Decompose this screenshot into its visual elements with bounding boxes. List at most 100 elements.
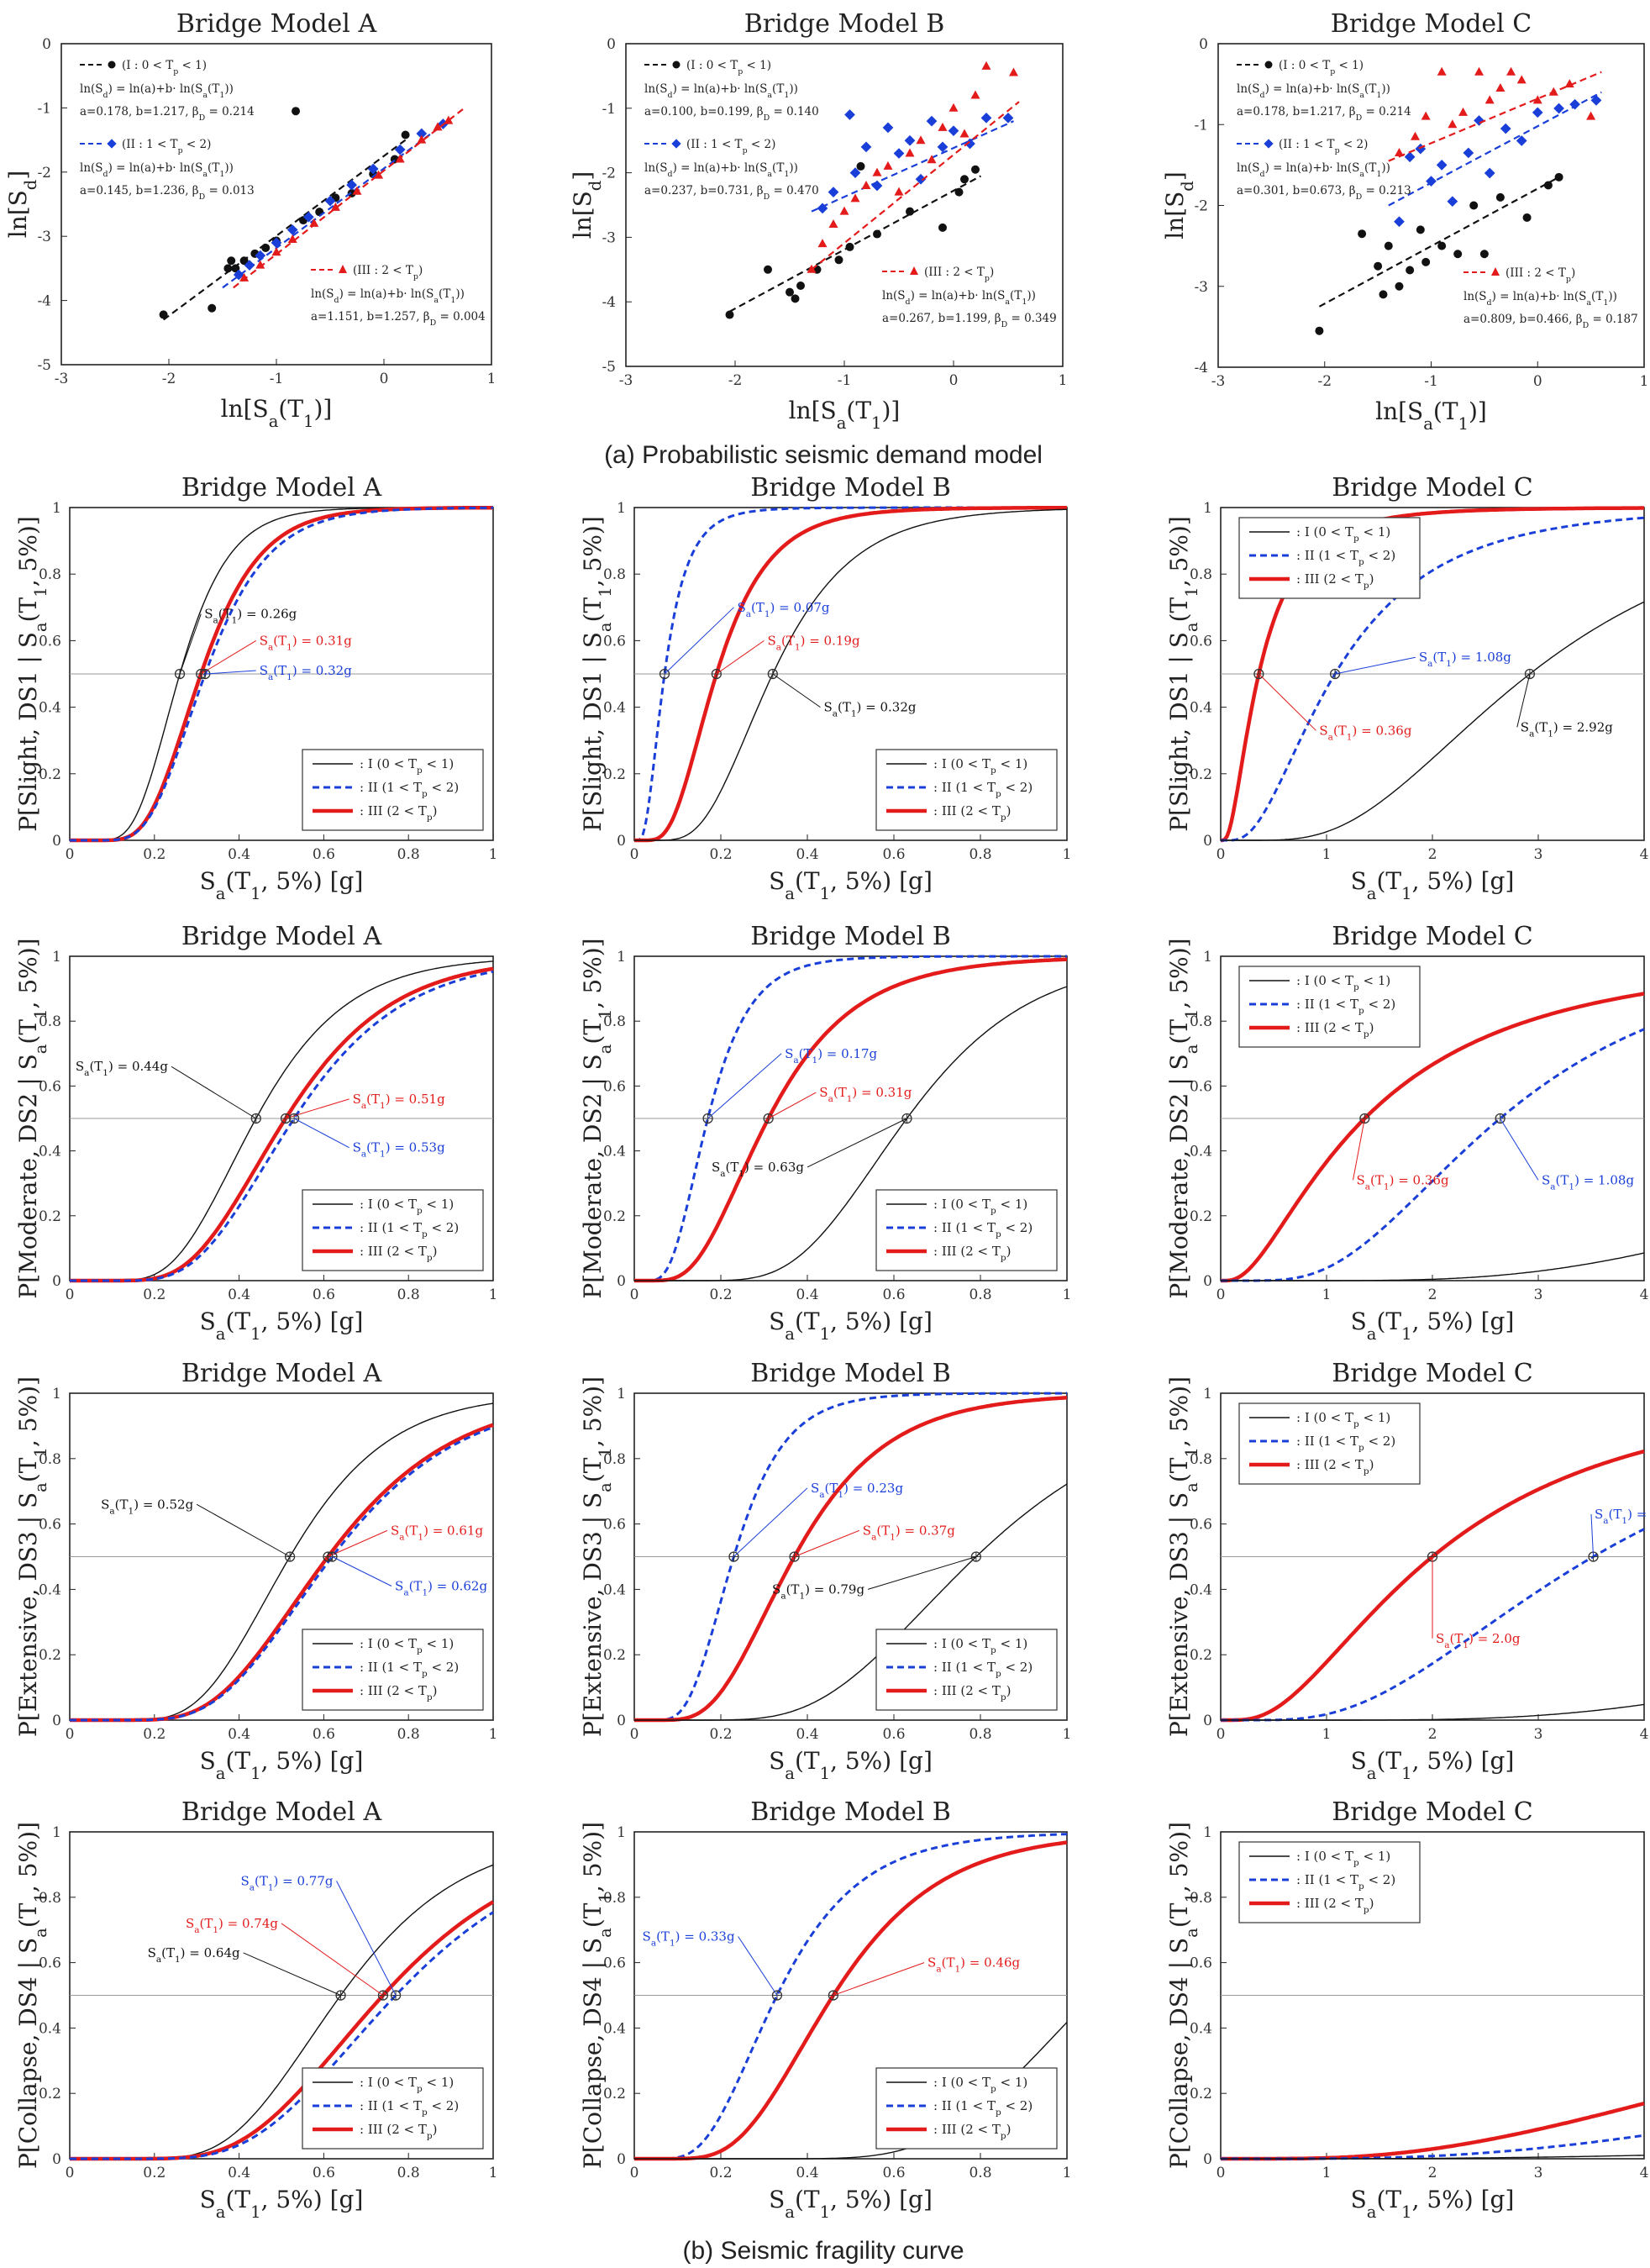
median-annotation-III: Sa(T1) = 0.31g <box>819 1085 912 1104</box>
data-point-III <box>839 206 849 215</box>
y-tick-label: -5 <box>37 357 51 374</box>
legend-params-II: a=0.145, b=1.236, βD = 0.013 <box>80 184 255 202</box>
data-point-II <box>324 195 336 207</box>
legend-marker-I <box>108 61 116 69</box>
annotation-leader-II <box>1334 656 1416 675</box>
data-point-III <box>395 154 405 163</box>
data-point-I <box>1421 257 1431 266</box>
x-tick-label: -1 <box>270 371 284 387</box>
data-point-III <box>255 260 265 269</box>
legend-label-I: : I (0 < Tp < 1) <box>1296 973 1390 992</box>
median-marker-I <box>284 1551 296 1562</box>
fragility-plot-8: Bridge Model B 0 0.2 0.4 0.6 0.8 1 0 0.2 0.4 0.6 0.… <box>579 1359 1071 1783</box>
legend-label-I: : I (0 < Tp < 1) <box>1296 1849 1390 1868</box>
x-tick-label: 1 <box>1322 2165 1332 2181</box>
x-tick-label: 4 <box>1640 1287 1649 1303</box>
y-tick-label: 0 <box>42 36 51 53</box>
x-tick-label: 0 <box>66 1287 75 1303</box>
y-tick-label: 0.2 <box>1190 1208 1212 1225</box>
plot-title: Bridge Model A <box>176 9 377 39</box>
y-tick-label: 0.8 <box>603 1890 626 1907</box>
x-tick-label: 0 <box>630 1287 639 1303</box>
y-axis-label: P[Collapse, DS4 | Sa(T1, 5%)] <box>14 1822 50 2169</box>
legend-marker-III <box>1491 267 1500 276</box>
legend-label-I: : I (0 < Tp < 1) <box>360 2075 454 2094</box>
y-tick-label: 0 <box>52 2151 61 2168</box>
y-tick-label: -3 <box>1194 279 1208 296</box>
x-tick-label: -2 <box>728 372 743 389</box>
data-point-II <box>244 260 255 271</box>
fit-line-III <box>233 107 465 289</box>
legend-label-I: : I (0 < Tp < 1) <box>360 1197 454 1216</box>
annotation-leader-III <box>794 1529 859 1557</box>
x-tick-label: 0.2 <box>143 2165 166 2181</box>
y-axis-label: P[Moderate, DS2 | Sa(T1, 5%)] <box>579 938 615 1298</box>
legend-label-I: : I (0 < Tp < 1) <box>1296 1410 1390 1429</box>
annotation-leader-II <box>293 1118 349 1149</box>
legend-label-II: (II : 1 < Tp < 2) <box>686 138 775 155</box>
x-tick-label: 0.8 <box>969 1287 991 1303</box>
x-tick-label: 0 <box>1216 1287 1226 1303</box>
data-point-II <box>1484 167 1495 179</box>
data-point-III <box>959 129 970 138</box>
data-point-III <box>1564 79 1574 88</box>
fragility-curve-I <box>1221 1252 1645 1281</box>
data-point-I <box>261 243 271 252</box>
legend-label-II: : II (1 < Tp < 2) <box>360 780 459 799</box>
y-tick-label: 0 <box>1199 36 1208 53</box>
x-tick-label: 1 <box>489 1726 498 1743</box>
y-tick-label: -2 <box>602 166 616 182</box>
x-tick-label: 3 <box>1534 1287 1543 1303</box>
fragility-curve-II <box>1221 1528 1645 1722</box>
y-tick-label: 0.8 <box>1190 1451 1212 1468</box>
y-tick-label: 0.6 <box>1190 1078 1212 1095</box>
median-marker-III <box>1253 668 1264 680</box>
legend-label-II: : II (1 < Tp < 2) <box>933 780 1033 799</box>
data-point-III <box>861 180 871 189</box>
y-tick-label: 0 <box>52 1273 61 1290</box>
data-point-III <box>850 193 860 203</box>
data-point-II <box>1569 98 1580 110</box>
y-tick-label: 0 <box>617 1273 626 1290</box>
y-tick-label: 0.4 <box>603 1144 626 1160</box>
y-tick-label: 1 <box>617 500 626 517</box>
y-tick-label: 0.4 <box>603 1581 626 1598</box>
legend-box <box>1238 1402 1421 1485</box>
x-tick-label: 1 <box>489 1287 498 1303</box>
annotation-leader-I <box>179 613 202 675</box>
annotation-leader-II <box>1590 1513 1595 1557</box>
median-marker-III <box>377 1990 389 2001</box>
median-annotation-I: Sa(T1) = 0.32g <box>823 700 916 719</box>
y-tick-label: 1 <box>1203 1386 1212 1402</box>
legend-box <box>302 1629 484 1711</box>
median-marker-II <box>771 1990 783 2001</box>
legend-marker-II <box>107 139 117 149</box>
legend-equation-II: ln(Sd) = ln(a)+b· ln(Sa(T1)) <box>80 161 234 179</box>
y-tick-label: -3 <box>37 229 51 245</box>
legend-box <box>1238 966 1421 1048</box>
median-annotation-II: Sa(T1) = 1.08g <box>1419 650 1511 669</box>
y-tick-label: 1 <box>52 1386 61 1402</box>
y-tick-label: 0.8 <box>39 566 61 583</box>
x-axis-label: Sa(T1, 5%) [g] <box>200 2186 364 2222</box>
data-point-I <box>347 189 356 198</box>
legend-marker-III <box>910 266 918 275</box>
demand-plot-2: Bridge Model B -3 -2 -1 0 1 0 -1 -2 -3 -4 -5 ln[Sa(T… <box>569 9 1067 433</box>
x-tick-label: 1 <box>489 2165 498 2181</box>
median-annotation-II: Sa(T1) = 0.23g <box>811 1481 903 1500</box>
data-point-III <box>916 135 926 145</box>
y-tick-label: 1 <box>617 1386 626 1402</box>
data-point-III <box>970 90 980 99</box>
median-annotation-I: Sa(T1) = 0.52g <box>101 1497 193 1516</box>
x-tick-label: 2 <box>1428 1726 1437 1743</box>
fragility-curve-III <box>1221 2102 1645 2161</box>
annotation-leader-III <box>328 1529 388 1557</box>
x-axis-label: Sa(T1, 5%) [g] <box>769 1308 933 1344</box>
median-annotation-III: Sa(T1) = 0.51g <box>353 1092 445 1111</box>
median-annotation-III: Sa(T1) = 0.31g <box>260 633 352 652</box>
x-axis-label: Sa(T1, 5%) [g] <box>200 1747 364 1783</box>
data-point-II <box>980 112 992 124</box>
data-point-II <box>1474 115 1484 126</box>
x-tick-label: 4 <box>1640 1726 1649 1743</box>
legend-box <box>302 2067 484 2150</box>
